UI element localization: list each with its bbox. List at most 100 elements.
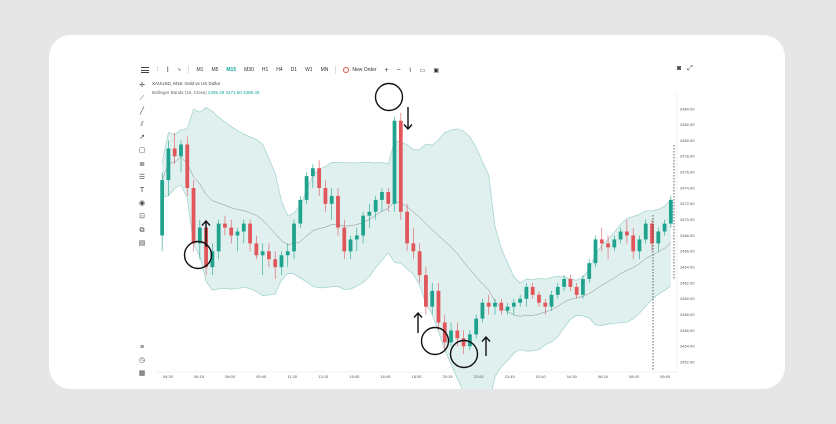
- fibonacci-icon[interactable]: ≣: [139, 160, 145, 168]
- x-tick-label: 23:45: [505, 374, 516, 379]
- bollinger-middle-line: [161, 156, 672, 317]
- candle-body: [612, 239, 617, 248]
- y-tick-label: 2458.00: [680, 312, 695, 317]
- candle-body: [317, 168, 322, 188]
- history-icon[interactable]: ◷: [138, 356, 146, 364]
- x-tick-label: 08:00: [629, 374, 640, 379]
- candle-body: [405, 211, 409, 244]
- up-arrow-annotation: [201, 219, 211, 247]
- text-icon[interactable]: T: [139, 187, 145, 194]
- up-arrow-annotation: [413, 311, 423, 333]
- candle-body: [229, 227, 234, 236]
- x-tick-label: 16:45: [380, 374, 391, 379]
- toolbar-divider: [188, 66, 190, 74]
- y-tick-label: 2464.00: [680, 265, 695, 270]
- candle-body: [260, 251, 265, 256]
- timeframe-h1[interactable]: H1: [261, 67, 269, 73]
- top-toolbar: ⫶ ┇ ∿ M1 M5 M15 M30 H1 H4 D1 W1 MN New Order + −…: [137, 64, 443, 76]
- candle-body: [367, 211, 372, 216]
- eye-icon[interactable]: ◉: [138, 200, 146, 208]
- zoom-out-button[interactable]: −: [396, 66, 401, 74]
- zoom-in-button[interactable]: +: [384, 66, 389, 74]
- candle-body: [185, 144, 190, 188]
- bar-type-button[interactable]: ┇: [166, 67, 170, 73]
- crosshair-icon[interactable]: ✛: [139, 81, 145, 89]
- bottom-toolbar: ≡ ◷ ▦: [137, 342, 149, 382]
- candle-body: [204, 227, 208, 268]
- candle-body: [587, 263, 592, 279]
- candle-body: [581, 279, 585, 295]
- candle-body: [486, 302, 491, 307]
- candle-body: [380, 191, 384, 200]
- candle-body: [493, 302, 497, 307]
- candle-body: [348, 239, 353, 252]
- candle-body: [662, 223, 667, 232]
- indicators-button[interactable]: ⌇: [408, 67, 412, 74]
- timeframe-group: M1 M5 M15 M30 H1 H4 D1 W1 MN: [192, 65, 332, 75]
- y-tick-label: 2456.00: [680, 328, 695, 333]
- candle-body: [342, 227, 347, 252]
- drawing-toolbar: ✛ ⟋ ╱ ⫽ ↗ ▢ ≣ ☰ T ◉ ⊡ ⧉ ▤: [137, 80, 149, 251]
- candle-body: [191, 188, 196, 244]
- screenshot-button[interactable]: ▣: [433, 67, 440, 74]
- candle-body: [643, 223, 648, 240]
- candle-body: [505, 306, 510, 311]
- down-arrow-annotation: [403, 107, 413, 131]
- candle-body: [411, 243, 416, 252]
- levels-icon[interactable]: ☰: [138, 173, 146, 181]
- candle-body: [518, 298, 523, 303]
- timeframe-w1[interactable]: W1: [305, 67, 313, 73]
- x-tick-label: 22:00: [474, 374, 485, 379]
- timeframe-d1[interactable]: D1: [290, 67, 298, 73]
- candle-body: [279, 255, 284, 268]
- template-button[interactable]: ▭: [419, 67, 426, 74]
- timeframe-mn[interactable]: MN: [320, 67, 329, 73]
- candle-body: [373, 199, 378, 212]
- y-tick-label: 2484.00: [680, 106, 695, 111]
- ruler-icon[interactable]: ⟋: [139, 94, 145, 102]
- timeframe-m15[interactable]: M15: [226, 67, 237, 73]
- x-tick-label: 20:15: [443, 374, 454, 379]
- timeframe-h4[interactable]: H4: [276, 67, 283, 73]
- timeframe-m5[interactable]: M5: [211, 67, 219, 73]
- line-type-button[interactable]: ∿: [177, 67, 182, 73]
- annotation-circle: [420, 326, 450, 356]
- candle-body: [392, 120, 397, 204]
- trend-line-icon[interactable]: ╱: [139, 107, 145, 115]
- candle-body: [172, 148, 177, 157]
- candle-body: [241, 223, 246, 232]
- candle-body: [424, 275, 428, 307]
- ray-icon[interactable]: ↗: [139, 134, 145, 142]
- list-icon[interactable]: ≡: [139, 343, 145, 351]
- candle-body: [599, 239, 604, 244]
- rectangle-icon[interactable]: ▢: [138, 147, 146, 155]
- candle-body: [606, 243, 610, 248]
- candle-body: [524, 286, 529, 299]
- table-icon[interactable]: ▤: [138, 239, 146, 247]
- stack-icon[interactable]: ⧉: [139, 226, 145, 234]
- window-controls: ◙ ⤢: [677, 65, 693, 73]
- y-tick-label: 2466.00: [680, 249, 695, 254]
- new-order-button[interactable]: New Order: [339, 65, 380, 75]
- menu-button[interactable]: [137, 65, 153, 75]
- candle-body: [235, 231, 240, 236]
- timeframe-m1[interactable]: M1: [196, 67, 204, 73]
- candle-body: [285, 251, 290, 256]
- candle-body: [530, 286, 535, 295]
- fullscreen-icon[interactable]: ⤢: [687, 65, 693, 72]
- candle-body: [386, 191, 391, 204]
- y-tick-label: 2480.00: [680, 138, 695, 143]
- lock-icon[interactable]: ⊡: [139, 213, 145, 221]
- parallel-channel-icon[interactable]: ⫽: [140, 121, 144, 129]
- candle-body: [549, 294, 554, 307]
- x-tick-label: 13:15: [318, 374, 329, 379]
- camera-icon[interactable]: ◙: [677, 65, 682, 72]
- candle-body: [562, 279, 566, 287]
- candle-body: [631, 235, 636, 252]
- timeframe-m30[interactable]: M30: [244, 67, 254, 73]
- calendar-icon[interactable]: ▦: [138, 369, 146, 377]
- candlestick-type-button[interactable]: ⫶: [157, 67, 159, 73]
- x-tick-label: 18:30: [411, 374, 422, 379]
- y-tick-label: 2482.00: [680, 122, 695, 127]
- price-chart[interactable]: 2484.00 2482.00 2480.00 2478.00 2476.00 2474.…: [49, 35, 785, 389]
